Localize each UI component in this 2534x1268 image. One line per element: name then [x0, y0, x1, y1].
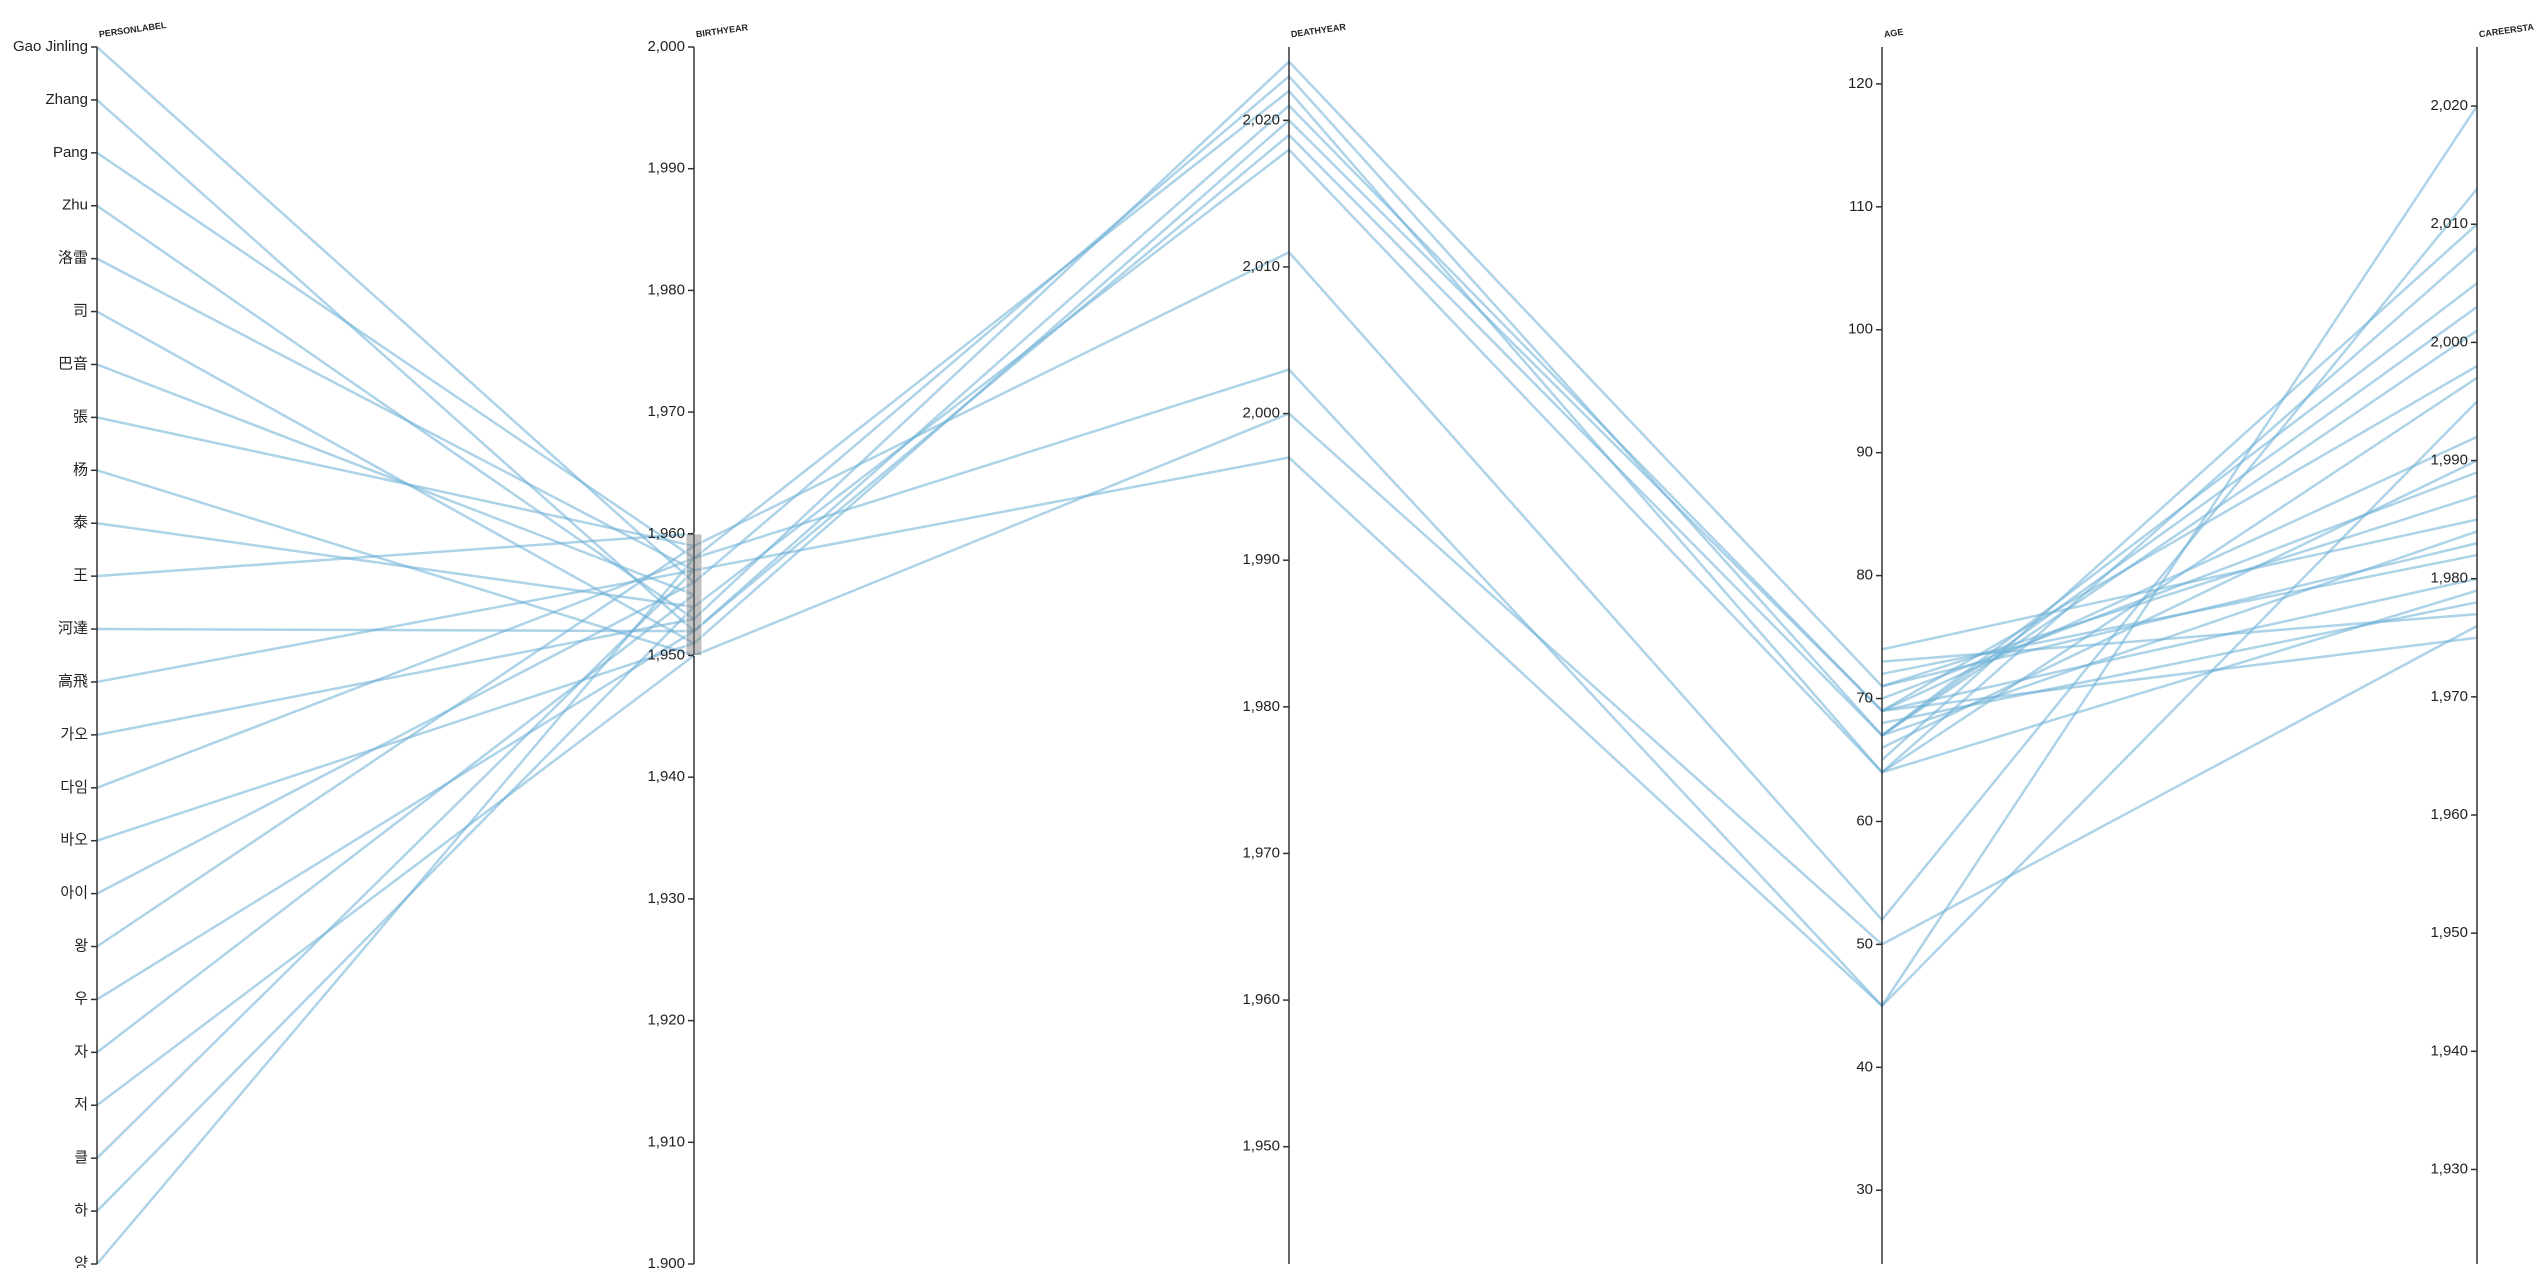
axis-title: PERSONLABEL	[98, 20, 167, 39]
person-label: 저	[74, 1096, 88, 1113]
record-line	[96, 147, 2478, 774]
axis-title: BIRTHYEAR	[695, 22, 749, 39]
record-line	[96, 435, 2478, 1054]
person-label: Zhu	[62, 197, 88, 214]
person-label: 가오	[60, 726, 88, 743]
person-label: 河達	[58, 620, 88, 637]
tick-label: 30	[1856, 1181, 1873, 1198]
tick-label: 40	[1856, 1058, 1873, 1075]
tick-label: 2,020	[2430, 97, 2468, 114]
tick-label: 1,930	[647, 890, 685, 907]
tick-label: 2,020	[1242, 111, 1280, 128]
record-line	[96, 246, 2478, 774]
axis-title: DEATHYEAR	[1290, 22, 1347, 40]
person-label: 바오	[60, 832, 88, 849]
axis-title: CAREERSTART	[2478, 20, 2534, 39]
tick-label: 2,010	[1242, 258, 1280, 275]
tick-label: 90	[1856, 444, 1873, 461]
tick-label: 120	[1848, 75, 1873, 92]
tick-label: 1,960	[2430, 806, 2468, 823]
person-label: 다임	[60, 779, 88, 796]
tick-label: 80	[1856, 567, 1873, 584]
tick-label: 1,960	[647, 525, 685, 542]
tick-label: 1,940	[647, 768, 685, 785]
record-line	[96, 59, 2478, 688]
person-label: 하	[74, 1202, 88, 1219]
tick-label: 100	[1848, 321, 1873, 338]
record-line	[96, 133, 2478, 1001]
record-line	[96, 368, 2478, 1008]
tick-label: 2,000	[2430, 333, 2468, 350]
record-line	[96, 98, 2478, 713]
tick-label: 1,990	[2430, 452, 2468, 469]
person-label: 巴音	[58, 355, 88, 372]
person-label: 杨	[73, 461, 88, 478]
tick-label: 1,970	[2430, 688, 2468, 705]
person-label: Pang	[53, 144, 88, 161]
brush	[685, 533, 703, 656]
tick-label: 50	[1856, 935, 1873, 952]
axis-title: AGE	[1883, 27, 1904, 40]
person-label: 우	[74, 990, 88, 1007]
record-line	[96, 412, 2478, 1107]
record-line	[96, 471, 2478, 1212]
person-label: 洛雷	[58, 250, 88, 267]
tick-label: 2,010	[2430, 215, 2468, 232]
person-label: 張	[73, 408, 88, 425]
person-label: 왕	[74, 937, 88, 954]
person-label: Zhang	[45, 91, 88, 108]
tick-label: 2,000	[1242, 405, 1280, 422]
record-line	[96, 223, 2478, 948]
tick-label: 1,920	[647, 1012, 685, 1029]
person-label: 高飛	[58, 673, 88, 690]
person-label: 司	[73, 303, 88, 320]
person-label: 泰	[73, 514, 88, 531]
tick-label: 1,980	[2430, 570, 2468, 587]
person-label: 양	[74, 1255, 88, 1268]
tick-label: 70	[1856, 689, 1873, 706]
person-label: 클	[74, 1149, 88, 1166]
tick-label: 1,970	[647, 403, 685, 420]
tick-label: 1,950	[1242, 1138, 1280, 1155]
tick-label: 60	[1856, 812, 1873, 829]
tick-label: 1,990	[647, 160, 685, 177]
tick-label: 1,990	[1242, 551, 1280, 568]
record-line	[96, 257, 2478, 737]
tick-label: 1,950	[2430, 924, 2468, 941]
person-label: 王	[73, 567, 88, 584]
tick-label: 2,000	[647, 38, 685, 55]
record-line	[96, 151, 2478, 749]
person-label: Gao Jinling	[13, 38, 88, 55]
person-label: 아이	[60, 885, 88, 902]
tick-label: 1,930	[2430, 1160, 2468, 1177]
tick-label: 1,950	[647, 646, 685, 663]
record-line	[96, 305, 2478, 1160]
tick-label: 1,960	[1242, 991, 1280, 1008]
tick-label: 1,910	[647, 1133, 685, 1150]
tick-label: 1,970	[1242, 844, 1280, 861]
record-line	[96, 46, 2478, 725]
record-line	[96, 74, 2478, 895]
tick-label: 110	[1849, 198, 1873, 215]
person-label: 자	[74, 1043, 88, 1060]
tick-label: 1,980	[647, 281, 685, 298]
tick-label: 1,980	[1242, 698, 1280, 715]
tick-label: 1,900	[647, 1255, 685, 1268]
tick-label: 1,940	[2430, 1042, 2468, 1059]
